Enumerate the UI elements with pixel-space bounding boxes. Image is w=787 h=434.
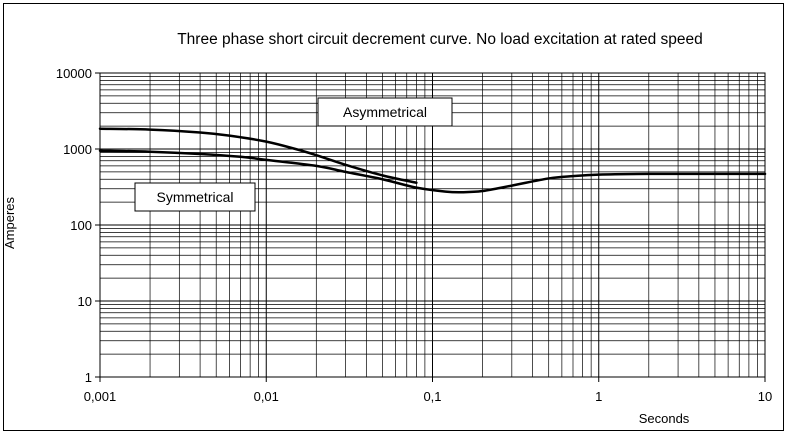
y-tick-label: 1 <box>85 370 92 385</box>
series-lines <box>98 127 767 194</box>
x-axis-ticks: 0,001 0,01 0,1 1 10 <box>84 377 772 404</box>
y-tick-label: 10 <box>78 294 92 309</box>
y-tick-label: 1000 <box>63 142 92 157</box>
y-axis-label: Amperes <box>2 196 17 249</box>
series-line-asymmetrical <box>98 127 418 184</box>
chart-title: Three phase short circuit decrement curv… <box>177 31 703 48</box>
chart-frame <box>3 3 784 431</box>
legend-symmetrical-label: Symmetrical <box>156 189 233 205</box>
y-tick-label: 100 <box>70 218 92 233</box>
legend-asymmetrical-box <box>317 97 453 127</box>
x-tick-label: 0,01 <box>254 389 279 404</box>
x-tick-label: 10 <box>758 389 772 404</box>
legend-asymmetrical-label: Asymmetrical <box>343 104 427 120</box>
y-axis-ticks: 1 10 100 1000 10000 <box>56 66 100 385</box>
x-tick-label: 0,1 <box>423 389 441 404</box>
legend-symmetrical-box <box>134 182 256 212</box>
legend-asymmetrical: Asymmetrical <box>317 97 453 127</box>
x-axis-label: Seconds <box>639 411 690 426</box>
x-tick-label: 1 <box>595 389 602 404</box>
series-line-symmetrical <box>98 149 767 194</box>
x-tick-label: 0,001 <box>84 389 117 404</box>
legend-symmetrical: Symmetrical <box>134 182 256 212</box>
y-tick-label: 10000 <box>56 66 92 81</box>
